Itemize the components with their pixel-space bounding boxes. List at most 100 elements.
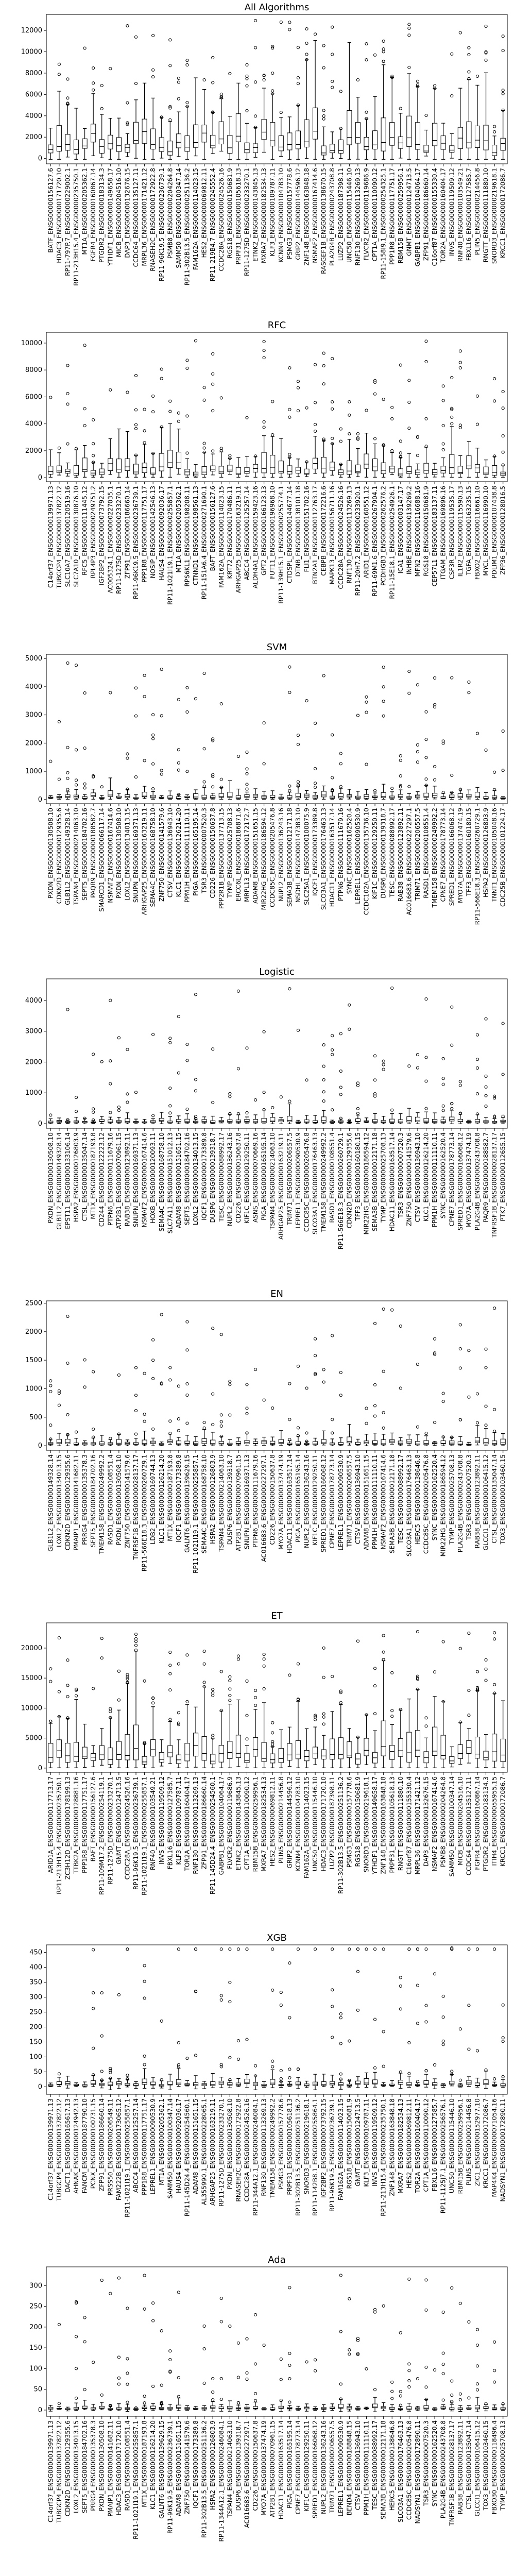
box-body [65, 1742, 71, 1763]
box-36 [355, 1639, 361, 1768]
panel-title: EN [270, 1289, 283, 1299]
x-tick-label: MYCL_ENSG00000116990.10 [483, 486, 490, 576]
outlier-point [211, 81, 215, 84]
box-body [244, 142, 250, 154]
x-tick-label: ITGAM_ENSG00000169896.16 [440, 486, 447, 579]
box-48 [457, 1323, 463, 1446]
y-tick-label: 300 [29, 2282, 42, 2290]
box-body [159, 1118, 164, 1122]
box-24 [253, 19, 259, 158]
outlier-point [160, 367, 163, 371]
outlier-point [313, 782, 317, 785]
box-body [492, 1121, 497, 1124]
outlier-point [348, 1003, 351, 1007]
outlier-point [493, 788, 496, 791]
outlier-point [331, 1034, 334, 1038]
outlier-point [399, 2007, 402, 2011]
outlier-point [390, 1715, 394, 1718]
x-tick-label: HDAC3_ENSG00000171720.10 [56, 168, 63, 263]
outlier-point [450, 408, 454, 411]
box-6 [99, 1637, 105, 1766]
outlier-point [501, 1022, 505, 1025]
outlier-point [458, 1083, 462, 1087]
box-15 [176, 2291, 181, 2411]
outlier-point [177, 2291, 180, 2294]
x-tick-label: BAFT_ENSG00000156127.6 [209, 486, 216, 571]
y-tick-label: 2000 [25, 133, 42, 141]
outlier-point [382, 50, 385, 54]
outlier-point [117, 1669, 121, 1673]
outlier-point [74, 2300, 78, 2303]
outlier-point [424, 777, 428, 781]
outlier-point [194, 1947, 198, 1951]
box-body [167, 795, 173, 799]
x-tick-label: MT1A_ENSG00000205362.1 [175, 486, 182, 572]
box-body [270, 455, 276, 474]
outlier-point [416, 760, 420, 764]
box-body [372, 1119, 378, 1123]
outlier-point [339, 2042, 342, 2045]
y-tick-label: 4000 [25, 420, 42, 428]
outlier-point [313, 1714, 317, 1717]
box-48 [457, 31, 463, 160]
outlier-point [211, 1688, 215, 1691]
box-body [261, 452, 267, 473]
outlier-point [313, 2369, 317, 2372]
outlier-point [126, 787, 129, 791]
outlier-point [356, 1081, 360, 1085]
box-body [150, 467, 156, 475]
box-52 [492, 1094, 497, 1124]
outlier-point [160, 425, 163, 429]
x-tick-label: MIR22HG_ENSG00000186594.12 [261, 808, 268, 910]
x-tick-label: MT1X_ENSG00000187193.8 [90, 1132, 97, 1219]
box-28 [287, 21, 293, 160]
outlier-point [424, 756, 428, 759]
outlier-point [441, 1077, 445, 1080]
outlier-point [185, 1059, 189, 1062]
outlier-point [92, 1428, 95, 1431]
x-tick-label: PIGA_ENSG00000165195.14 [295, 1454, 302, 1543]
outlier-point [109, 1059, 112, 1063]
box-36 [355, 2336, 361, 2411]
box-body [389, 1745, 395, 1760]
outlier-point [66, 661, 70, 665]
outlier-point [331, 1674, 334, 1679]
box-10 [133, 374, 139, 478]
box-41 [398, 107, 403, 159]
outlier-point [493, 1430, 496, 1433]
x-tick-label: CD226_ENSG00000150637.8 [235, 1132, 242, 1223]
outlier-point [262, 426, 266, 429]
outlier-point [168, 105, 172, 108]
outlier-point [109, 691, 112, 694]
outlier-point [134, 1648, 138, 1652]
box-47 [449, 1946, 455, 2087]
box-34 [338, 90, 344, 159]
x-tick-label: PPM1H_ENSG00000111110.11 [371, 1454, 379, 1549]
outlier-point [211, 1422, 215, 1427]
outlier-point [83, 691, 87, 695]
outlier-point [288, 21, 291, 24]
box-body [483, 466, 489, 475]
outlier-point [83, 1116, 87, 1120]
outlier-point [151, 1696, 155, 1700]
outlier-point [134, 1432, 138, 1436]
box-13 [159, 1739, 164, 1767]
outlier-point [134, 1394, 138, 1397]
x-tick-label: RNF130_ENSG00000113269.13 [354, 168, 362, 266]
outlier-point [185, 1700, 189, 1703]
outlier-point [160, 2329, 163, 2333]
outlier-point [331, 1108, 334, 1112]
outlier-point [66, 77, 70, 81]
outlier-point [74, 1095, 78, 1099]
x-tick-label: RGS18_ENSG00000150681.9 [226, 168, 233, 258]
box-body [372, 2079, 378, 2084]
y-tick-label: 150 [29, 2039, 42, 2046]
box-44 [423, 2278, 429, 2411]
outlier-point [322, 1368, 325, 1371]
outlier-point [66, 745, 70, 749]
box-body [116, 795, 122, 799]
outlier-point [288, 2016, 291, 2020]
box-body [253, 1737, 259, 1757]
box-27 [278, 438, 284, 478]
box-44 [423, 710, 429, 800]
